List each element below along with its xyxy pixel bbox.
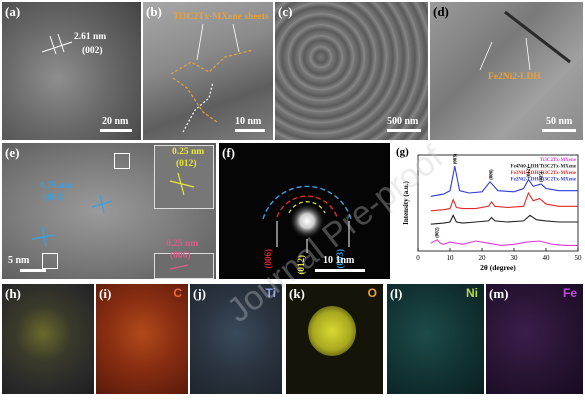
scale-label: 10 nm	[235, 116, 262, 127]
scale-bar	[20, 269, 46, 272]
panel-m-eds-map-fe: (m) Fe	[486, 284, 583, 394]
panel-j-eds-map-ti: (j) Ti	[190, 284, 282, 394]
legend-entry: Ti3C2Tx-MXene	[540, 158, 577, 163]
peak-label: (003)	[453, 153, 458, 164]
legend-entry: Fe2Ni2-LDH/Ti3C2Tx-MXene	[511, 178, 577, 183]
x-tick-label: 10	[447, 254, 455, 262]
ring-label-003: (003)	[335, 249, 345, 269]
x-tick-label: 50	[575, 254, 583, 262]
pink-d-spacing: 0.25 nm	[166, 239, 199, 249]
ldh-pointer	[479, 10, 571, 71]
scale-label: 5 nm	[8, 255, 30, 266]
panel-l-eds-map-ni: (l) Ni	[387, 284, 484, 394]
panel-label-f: (f)	[222, 145, 235, 160]
panel-a-tem-image: (a) 2.61 nm (002) 20 nm	[2, 2, 141, 140]
sheet-outline	[170, 23, 254, 133]
scale-bar	[235, 129, 265, 132]
blue-d-spacing: 0.76 nm	[40, 181, 73, 191]
diffraction-rings: (006) (012) (003)	[262, 185, 352, 275]
x-tick-label: 40	[543, 254, 551, 262]
panel-label-h: (h)	[5, 286, 21, 301]
yellow-plane: (012)	[176, 159, 197, 169]
scale-bar	[100, 129, 132, 132]
panel-d-tem-image: (d) Fe2Ni2-LDH 50 nm	[430, 2, 583, 140]
y-axis-label: Intensity (a.u.)	[402, 180, 410, 224]
blue-plane: (003)	[44, 193, 65, 203]
oxygen-signal-blob	[308, 306, 356, 356]
panel-g-xrd-chart: (g) 0 10 20 30 40 50 2θ (degree) Intensity (a.u.…	[392, 143, 583, 279]
element-label-ni: Ni	[466, 286, 478, 300]
panel-f-saed-pattern: (006) (012) (003) (f) 10 1nm	[219, 143, 390, 279]
xrd-series-line	[430, 214, 578, 225]
mxene-sheets-label: Ti3C2Tx-MXene sheets	[173, 12, 269, 22]
selection-box-bottom	[42, 253, 58, 269]
panel-label-m: (m)	[489, 286, 509, 301]
xrd-plot: (g) 0 10 20 30 40 50 2θ (degree) Intensity (a.u.…	[396, 146, 583, 272]
panel-e-hrtem-image: (e) 0.76 nm (003) 0.25 nm (012) 0.25 nm …	[2, 143, 216, 279]
legend-entry: Fe3Ni1-LDH/Ti3C2Tx-MXene	[511, 171, 577, 176]
scale-label: 50 nm	[546, 116, 573, 127]
plot-frame	[417, 154, 579, 252]
panel-label-i: (i)	[99, 286, 112, 301]
peak-label: (006)	[490, 169, 495, 180]
element-label-o: O	[367, 286, 377, 300]
ring-label-012: (012)	[296, 255, 306, 275]
element-label-ti: Ti	[265, 286, 276, 300]
xrd-series-line	[430, 191, 578, 212]
selection-box-top	[114, 153, 130, 169]
x-axis-label: 2θ (degree)	[480, 263, 516, 272]
xrd-series-line	[430, 239, 578, 246]
panel-label-a: (a)	[5, 4, 21, 19]
element-label-fe: Fe	[562, 286, 577, 300]
element-label-c: C	[173, 286, 182, 300]
peak-label: (015)	[540, 171, 545, 182]
scale-label: 10 1nm	[323, 255, 355, 266]
lattice-fringe-marker	[41, 33, 73, 55]
xrd-series-line	[430, 166, 578, 197]
ldh-label: Fe2Ni2-LDH	[488, 72, 541, 82]
panel-label-g: (g)	[396, 146, 409, 158]
d-spacing-label: 2.61 nm	[74, 32, 107, 42]
scale-bar	[387, 129, 421, 132]
panel-label-j: (j)	[193, 286, 206, 301]
panel-k-eds-map-o: (k) O	[286, 284, 383, 394]
panel-label-c: (c)	[278, 4, 293, 19]
inset-yellow	[154, 145, 214, 209]
panel-label-k: (k)	[289, 286, 305, 301]
peak-label: (002)	[436, 227, 441, 238]
plane-label: (002)	[82, 46, 103, 56]
scale-bar	[542, 129, 576, 132]
scale-label: 500 nm	[387, 116, 419, 127]
scale-label: 20 nm	[102, 116, 129, 127]
ring-label-006: (006)	[263, 249, 273, 269]
yellow-d-spacing: 0.25 nm	[172, 147, 205, 157]
panel-h-eds-overlay: (h)	[2, 284, 94, 394]
panel-c-sem-image: (c) 500 nm	[275, 2, 428, 140]
panel-label-d: (d)	[433, 4, 449, 19]
scale-bar	[315, 269, 365, 272]
panel-label-l: (l)	[390, 286, 403, 301]
x-tick-label: 0	[416, 254, 420, 262]
x-tick-label: 20	[479, 254, 487, 262]
legend-entry: Fe4Ni0-LDH/Ti3C2Tx-MXene	[511, 165, 577, 170]
x-tick-label: 30	[511, 254, 519, 262]
panel-b-tem-image: (b) Ti3C2Tx-MXene sheets 10 nm	[143, 2, 273, 140]
lattice-markers	[31, 172, 195, 270]
panel-label-b: (b)	[146, 4, 162, 19]
panel-i-eds-map-c: (i) C	[96, 284, 188, 394]
peak-label: (012)	[527, 167, 532, 178]
panel-label-e: (e)	[5, 145, 20, 160]
pink-plane: (006)	[170, 251, 191, 261]
